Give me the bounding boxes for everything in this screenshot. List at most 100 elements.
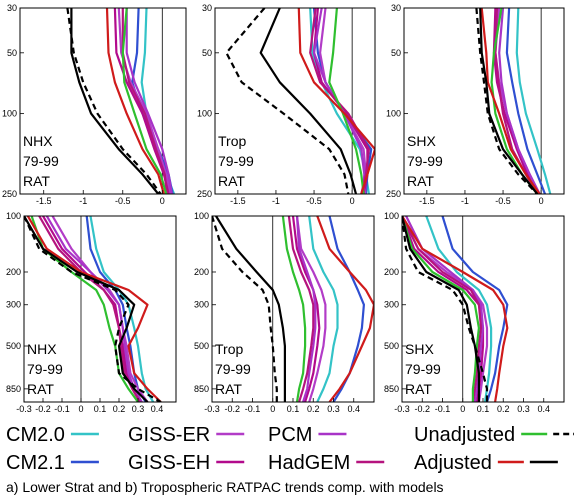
x-tick-label: 0.4 bbox=[347, 404, 360, 414]
x-tick-label: 0.2 bbox=[307, 404, 320, 414]
y-tick-label: 30 bbox=[202, 3, 212, 13]
y-tick-label: 300 bbox=[6, 300, 21, 310]
panel-title-line: 79-99 bbox=[218, 153, 254, 169]
x-tick-label: 0.2 bbox=[113, 404, 126, 414]
legend-label: Unadjusted bbox=[414, 424, 515, 446]
x-tick-label: -1 bbox=[272, 196, 280, 206]
panel-title-line: Trop bbox=[215, 341, 243, 357]
series-pcm bbox=[45, 216, 143, 402]
series-adjusted bbox=[105, 8, 165, 194]
x-tick-label: 0.3 bbox=[327, 404, 340, 414]
panel-title-line: 79-99 bbox=[27, 361, 63, 377]
panel-title-line: RAT bbox=[27, 381, 54, 397]
x-tick-label: -0.3 bbox=[16, 404, 32, 414]
series-adjusted bbox=[402, 216, 509, 402]
series-adjustedobs bbox=[402, 216, 480, 402]
series-giss-er bbox=[295, 216, 327, 402]
series-cm2-0 bbox=[140, 8, 176, 194]
series-adjustedobs bbox=[70, 8, 160, 194]
x-tick-label: 0 bbox=[539, 196, 544, 206]
panel-title-line: NHX bbox=[27, 341, 57, 357]
y-tick-label: 500 bbox=[194, 341, 209, 351]
series-adjustedobs bbox=[479, 8, 539, 194]
x-tick-label: -0.5 bbox=[495, 196, 511, 206]
x-tick-label: -1.5 bbox=[230, 196, 246, 206]
panel-trop-SHX: -0.3 -0.2 -0.1 0 0.1 0.2 0.3 0.4 100 200 300 500 850… bbox=[384, 211, 565, 414]
legend-label: GISS-EH bbox=[128, 452, 210, 474]
y-tick-label: 250 bbox=[386, 189, 401, 199]
series-hadgem bbox=[402, 216, 483, 402]
x-tick-label: -0.3 bbox=[204, 404, 220, 414]
panel-trop-NHX: -0.3 -0.2 -0.1 0 0.1 0.2 0.3 0.4 100 200 300 500 850… bbox=[6, 211, 177, 414]
series-unadjustedobs bbox=[66, 8, 162, 194]
y-tick-label: 50 bbox=[7, 48, 17, 58]
series-pcm bbox=[295, 216, 317, 402]
series-adjusted bbox=[26, 216, 162, 402]
caption: a) Lower Strat and b) Tropospheric RATPA… bbox=[6, 479, 444, 495]
y-tick-label: 250 bbox=[197, 189, 212, 199]
x-tick-label: -0.1 bbox=[54, 404, 70, 414]
panel-strat-NHX: -1.5 -1 -0.5 0 30 50 100 250 NHX 79-99 RAT bbox=[2, 3, 187, 206]
legend-label: PCM bbox=[268, 424, 312, 446]
y-tick-label: 250 bbox=[2, 189, 17, 199]
series-unadjusted bbox=[121, 8, 168, 194]
y-tick-label: 30 bbox=[7, 3, 17, 13]
panel-title-line: NHX bbox=[23, 133, 53, 149]
x-tick-label: 0.2 bbox=[497, 404, 510, 414]
x-tick-label: 0 bbox=[460, 404, 465, 414]
series-cm2-0 bbox=[308, 216, 339, 402]
panel-title-line: 79-99 bbox=[407, 153, 443, 169]
x-tick-label: -0.1 bbox=[435, 404, 451, 414]
y-tick-label: 300 bbox=[194, 300, 209, 310]
series-unadjusted bbox=[402, 216, 480, 402]
x-tick-label: -0.5 bbox=[306, 196, 322, 206]
x-tick-label: -0.1 bbox=[245, 404, 261, 414]
y-tick-label: 50 bbox=[391, 48, 401, 58]
y-tick-label: 100 bbox=[2, 109, 17, 119]
series-unadjusted bbox=[30, 216, 139, 402]
series-cm2-0 bbox=[515, 8, 552, 194]
x-tick-label: 0.3 bbox=[517, 404, 530, 414]
panel-title-line: SHX bbox=[405, 341, 434, 357]
panel-title-line: RAT bbox=[407, 173, 434, 189]
x-tick-label: -0.2 bbox=[35, 404, 51, 414]
panel-title-line: 79-99 bbox=[215, 361, 251, 377]
x-tick-label: 0 bbox=[270, 404, 275, 414]
series-giss-er bbox=[117, 8, 172, 194]
series-unadjustedobs bbox=[475, 8, 539, 194]
series-giss-eh bbox=[291, 216, 321, 402]
y-tick-label: 850 bbox=[194, 384, 209, 394]
x-tick-label: -1 bbox=[461, 196, 469, 206]
x-tick-label: 0.4 bbox=[537, 404, 550, 414]
series-pcm bbox=[125, 8, 173, 194]
legend-label: HadGEM bbox=[268, 452, 350, 474]
y-tick-label: 100 bbox=[197, 109, 212, 119]
panel-title-line: 79-99 bbox=[405, 361, 441, 377]
series-adjustedobs bbox=[259, 8, 358, 194]
legend: CM2.0 GISS-ER PCM Unadjusted CM2.1 GISS-EH Had… bbox=[6, 424, 574, 474]
plot-frame bbox=[214, 7, 376, 195]
x-tick-label: -0.3 bbox=[394, 404, 410, 414]
x-tick-label: -0.2 bbox=[414, 404, 430, 414]
y-tick-label: 30 bbox=[391, 3, 401, 13]
y-tick-label: 200 bbox=[6, 267, 21, 277]
x-tick-label: -1.5 bbox=[36, 196, 52, 206]
y-tick-label: 50 bbox=[202, 48, 212, 58]
y-tick-label: 300 bbox=[384, 300, 399, 310]
series-unadjustedobs bbox=[402, 216, 489, 402]
legend-label: GISS-ER bbox=[128, 424, 210, 446]
series-adjustedobs bbox=[24, 216, 149, 402]
y-tick-label: 850 bbox=[6, 384, 21, 394]
series-cm2-0 bbox=[425, 216, 493, 402]
y-tick-label: 200 bbox=[384, 267, 399, 277]
x-tick-label: -0.2 bbox=[224, 404, 240, 414]
y-tick-label: 500 bbox=[6, 341, 21, 351]
panel-strat-Trop: -1.5 -1 -0.5 0 30 50 100 250 Trop 79-99 RAT bbox=[197, 3, 376, 206]
series-hadgem bbox=[309, 8, 370, 194]
panel-title-line: SHX bbox=[407, 133, 436, 149]
panel-title-line: RAT bbox=[405, 381, 432, 397]
legend-label: CM2.1 bbox=[6, 452, 65, 474]
legend-label: CM2.0 bbox=[6, 424, 65, 446]
y-tick-label: 200 bbox=[194, 267, 209, 277]
